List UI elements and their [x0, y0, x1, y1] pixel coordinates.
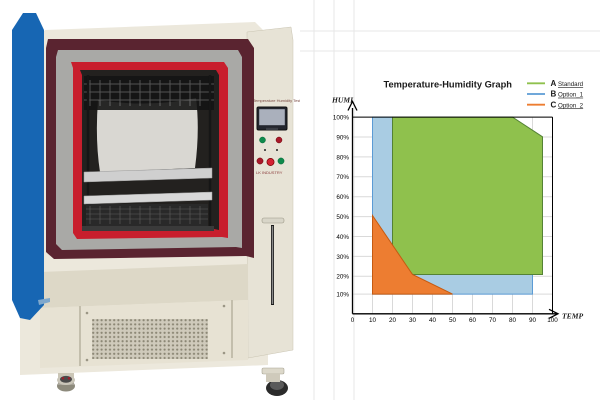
svg-text:0: 0 [351, 317, 355, 324]
svg-text:30: 30 [409, 317, 417, 324]
svg-text:Option_1: Option_1 [558, 92, 584, 99]
svg-text:Standard: Standard [558, 81, 584, 88]
svg-text:100: 100 [547, 317, 558, 324]
svg-text:50: 50 [449, 317, 457, 324]
svg-text:80: 80 [509, 317, 517, 324]
svg-text:HUMI: HUMI [331, 96, 354, 105]
svg-text:10%: 10% [336, 292, 349, 299]
svg-text:60%: 60% [336, 194, 349, 201]
svg-text:70%: 70% [336, 174, 349, 181]
svg-text:B: B [551, 90, 557, 99]
svg-text:40: 40 [429, 317, 437, 324]
svg-text:90%: 90% [336, 134, 349, 141]
svg-text:70: 70 [489, 317, 497, 324]
svg-text:100%: 100% [333, 115, 350, 122]
svg-text:60: 60 [469, 317, 477, 324]
svg-text:LK INDUSTRY: LK INDUSTRY [256, 170, 283, 175]
svg-text:90: 90 [529, 317, 537, 324]
svg-text:C: C [551, 100, 557, 109]
svg-text:20%: 20% [336, 274, 349, 281]
svg-text:80%: 80% [336, 154, 349, 161]
svg-text:30%: 30% [336, 254, 349, 261]
svg-text:TEMP: TEMP [562, 312, 583, 321]
svg-text:50%: 50% [336, 214, 349, 221]
svg-text:20: 20 [389, 317, 397, 324]
svg-text:40%: 40% [336, 234, 349, 241]
svg-text:A: A [551, 79, 557, 88]
svg-text:Temperature-Humidity Graph: Temperature-Humidity Graph [384, 80, 513, 90]
svg-text:Temperature Humidity Test Cham: Temperature Humidity Test Chamber [253, 98, 300, 103]
svg-text:Option_2: Option_2 [558, 102, 584, 109]
svg-text:10: 10 [369, 317, 377, 324]
